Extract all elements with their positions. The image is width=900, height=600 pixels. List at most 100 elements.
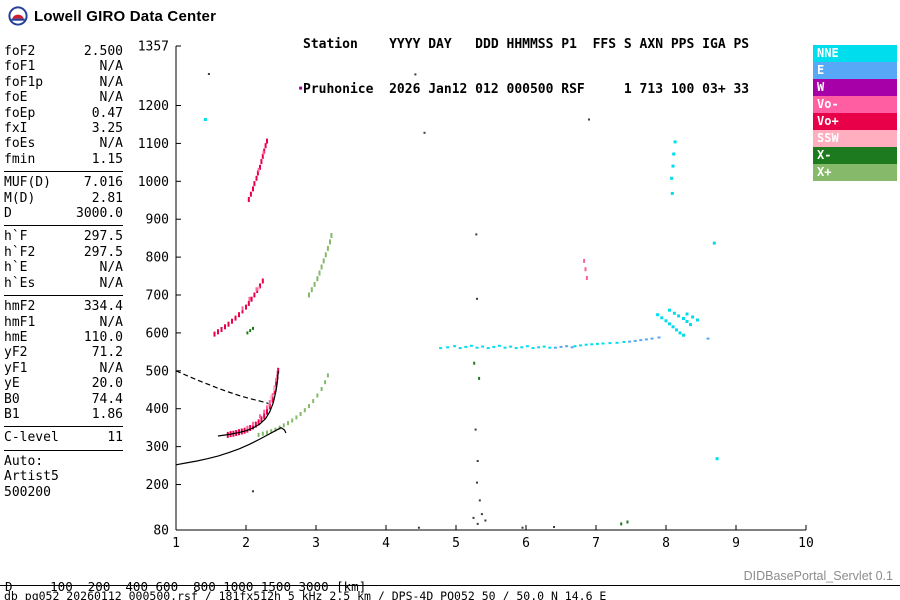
svg-text:80: 80	[153, 524, 169, 539]
svg-text:200: 200	[146, 478, 169, 493]
svg-text:4: 4	[382, 536, 390, 551]
dmuf-distance-row: D 100 200 400 600 800 1000 1500 3000 [km…	[5, 579, 367, 594]
svg-text:1: 1	[172, 536, 180, 551]
param-value: 1.86	[91, 406, 123, 422]
curve-extrapolated-trace	[175, 370, 269, 404]
param-label: foEp	[4, 105, 36, 121]
series-W-echoes	[299, 86, 303, 90]
svg-text:600: 600	[146, 326, 169, 341]
auto-info-line: 500200	[4, 484, 51, 500]
svg-text:6: 6	[522, 536, 530, 551]
series-NNE-band	[439, 341, 626, 350]
param-label: B0	[4, 391, 20, 407]
svg-text:1200: 1200	[138, 99, 169, 114]
param-row: B1 1.86	[4, 407, 123, 422]
param-value: 74.4	[91, 391, 123, 407]
param-row: MUF(D) 7.016	[4, 175, 123, 190]
param-label: hmF2	[4, 299, 36, 315]
panel-separator	[4, 295, 123, 297]
series-NNE-cluster	[203, 118, 719, 461]
param-value: N/A	[99, 360, 123, 376]
param-value: N/A	[99, 260, 123, 276]
legend-item-vo: Vo-	[813, 96, 897, 113]
legend-item-w: W	[813, 79, 897, 96]
param-value: N/A	[99, 90, 123, 106]
param-label: h`Es	[4, 275, 36, 291]
curve-autoscaled-trace	[217, 370, 279, 437]
legend-item-vo: Vo+	[813, 113, 897, 130]
svg-text:1100: 1100	[138, 137, 169, 152]
brand-title: Lowell GIRO Data Center	[34, 7, 217, 25]
param-value: N/A	[99, 136, 123, 152]
parameter-panel: foF2 2.500 foF1 N/A foF1p N/A foE N/A foEp 0.47 fx…	[4, 44, 123, 500]
panel-separator	[4, 426, 123, 428]
param-row: yF2 71.2	[4, 345, 123, 360]
param-value: 297.5	[83, 229, 123, 245]
station-values-row: Pruhonice 2026 Jan12 012 000500 RSF 1 71…	[303, 82, 750, 97]
param-row: yE 20.0	[4, 376, 123, 391]
station-header-row: Station YYYY DAY DDD HHMMSS P1 FFS S AXN…	[303, 37, 750, 52]
legend-item-x: X+	[813, 164, 897, 181]
axes	[175, 45, 807, 531]
param-value: 1.15	[91, 151, 123, 167]
param-label: D	[4, 206, 12, 222]
param-label: h`F2	[4, 244, 36, 260]
param-label: foE	[4, 90, 28, 106]
svg-text:5: 5	[452, 536, 460, 551]
param-value: 110.0	[83, 329, 123, 345]
brand: Lowell GIRO Data Center	[8, 6, 216, 26]
param-row: foF1p N/A	[4, 75, 123, 90]
svg-text:2: 2	[242, 536, 250, 551]
svg-text:9: 9	[732, 536, 740, 551]
svg-text:900: 900	[146, 213, 169, 228]
param-row: hmF2 334.4	[4, 299, 123, 314]
param-row: h`F 297.5	[4, 229, 123, 244]
series-interference	[207, 73, 590, 529]
param-value: 3.25	[91, 121, 123, 137]
svg-text:1000: 1000	[138, 175, 169, 190]
param-row: foF1 N/A	[4, 59, 123, 74]
panel-separator	[4, 225, 123, 227]
param-label: foF1p	[4, 74, 44, 90]
axis-tick-labels: 1 2 3 4 5 6 7 8 9 10 80 200 300 400 500 600 700 800 900 100…	[138, 40, 814, 552]
param-value: 11	[107, 430, 123, 446]
svg-text:7: 7	[592, 536, 600, 551]
param-label: fxI	[4, 121, 28, 137]
series-X+-second-hop	[308, 233, 333, 298]
param-value: 7.016	[83, 175, 123, 191]
param-row: hmE 110.0	[4, 330, 123, 345]
series-Vo+-second-hop	[213, 278, 264, 337]
param-value: 0.47	[91, 105, 123, 121]
param-label: h`F	[4, 229, 28, 245]
param-label: yF1	[4, 360, 28, 376]
param-row: C-level 11	[4, 430, 123, 445]
legend-item-e: E	[813, 62, 897, 79]
param-label: C-level	[4, 430, 59, 446]
param-label: M(D)	[4, 190, 36, 206]
lowell-giro-logo	[8, 6, 28, 26]
param-row: h`Es N/A	[4, 276, 123, 291]
param-label: foF1	[4, 59, 36, 75]
param-row: yF1 N/A	[4, 361, 123, 376]
svg-text:500: 500	[146, 364, 169, 379]
param-value: N/A	[99, 74, 123, 90]
param-label: yE	[4, 376, 20, 392]
series-Vo--spread	[241, 150, 588, 430]
param-value: 3000.0	[76, 206, 123, 222]
panel-separator	[4, 449, 123, 451]
legend-item-nne: NNE	[813, 45, 897, 62]
svg-text:700: 700	[146, 289, 169, 304]
param-value: 2.81	[91, 190, 123, 206]
param-label: foF2	[4, 44, 36, 59]
svg-text:3: 3	[312, 536, 320, 551]
param-row: h`E N/A	[4, 260, 123, 275]
param-value: 20.0	[91, 376, 123, 392]
param-row: foE N/A	[4, 90, 123, 105]
param-row: fmin 1.15	[4, 152, 123, 167]
param-row: hmF1 N/A	[4, 315, 123, 330]
echo-direction-legend: NNE E W Vo- Vo+ SSW X- X+	[813, 45, 897, 181]
param-row: fxI 3.25	[4, 121, 123, 136]
param-value: 71.2	[91, 345, 123, 361]
param-label: foEs	[4, 136, 36, 152]
